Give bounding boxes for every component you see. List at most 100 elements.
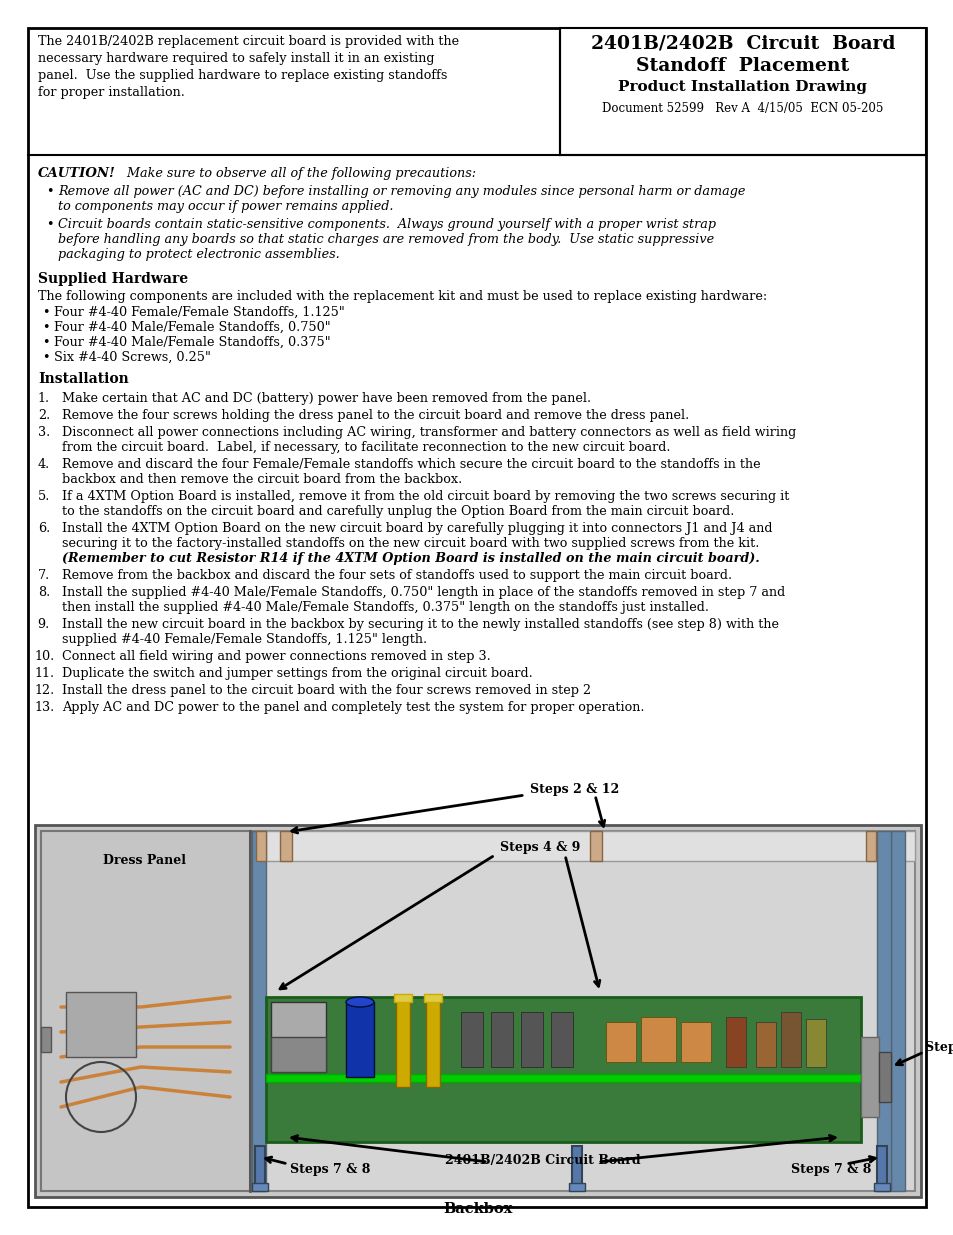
Bar [876, 831, 890, 1191]
Text: Remove all power (AC and DC) before installing or removing any modules since per: Remove all power (AC and DC) before inst… [58, 185, 744, 198]
Text: •: • [42, 321, 50, 333]
Text: 10.: 10. [34, 650, 55, 663]
Bar [35, 825, 920, 1197]
Text: •: • [46, 185, 53, 198]
Text: Steps 7 & 8: Steps 7 & 8 [790, 1162, 870, 1176]
Bar [755, 1023, 775, 1067]
Bar [423, 994, 441, 1002]
Text: for proper installation.: for proper installation. [38, 86, 185, 99]
Text: 12.: 12. [34, 684, 55, 697]
Bar [589, 831, 601, 861]
Bar [876, 1146, 886, 1191]
Bar [520, 1011, 542, 1067]
Text: •: • [42, 306, 50, 319]
Text: Product Installation Drawing: Product Installation Drawing [618, 80, 866, 94]
Bar [890, 831, 904, 1191]
Text: Installation: Installation [38, 372, 129, 387]
Text: 2.: 2. [38, 409, 50, 422]
Text: 5.: 5. [37, 490, 50, 503]
Text: supplied #4-40 Female/Female Standoffs, 1.125" length.: supplied #4-40 Female/Female Standoffs, … [62, 634, 427, 646]
Text: Steps 4 & 9: Steps 4 & 9 [499, 841, 579, 853]
Bar [41, 831, 914, 1191]
Bar [395, 997, 410, 1087]
Bar [254, 1146, 265, 1191]
Bar [805, 1019, 825, 1067]
Text: Remove the four screws holding the dress panel to the circuit board and remove t: Remove the four screws holding the dress… [62, 409, 688, 422]
Text: Steps 2 & 12: Steps 2 & 12 [530, 783, 618, 797]
Bar [271, 1037, 326, 1072]
Ellipse shape [346, 997, 374, 1007]
Text: If a 4XTM Option Board is installed, remove it from the old circuit board by rem: If a 4XTM Option Board is installed, rem… [62, 490, 788, 503]
Text: from the circuit board.  Label, if necessary, to facilitate reconnection to the : from the circuit board. Label, if necess… [62, 441, 670, 454]
Text: Six #4-40 Screws, 0.25": Six #4-40 Screws, 0.25" [54, 351, 211, 364]
Text: before handling any boards so that static charges are removed from the body.  Us: before handling any boards so that stati… [58, 233, 714, 246]
Bar [861, 1037, 878, 1116]
Text: Dress Panel: Dress Panel [103, 853, 186, 867]
Text: Make certain that AC and DC (battery) power have been removed from the panel.: Make certain that AC and DC (battery) po… [62, 391, 591, 405]
Bar [460, 1011, 482, 1067]
Text: 4.: 4. [38, 458, 50, 471]
Bar [426, 997, 439, 1087]
Text: 8.: 8. [38, 585, 50, 599]
Bar [66, 992, 136, 1057]
Text: Four #4-40 Male/Female Standoffs, 0.750": Four #4-40 Male/Female Standoffs, 0.750" [54, 321, 331, 333]
Text: necessary hardware required to safely install it in an existing: necessary hardware required to safely in… [38, 52, 434, 65]
Text: 2401B/2402B Circuit Board: 2401B/2402B Circuit Board [445, 1153, 640, 1167]
Text: to the standoffs on the circuit board and carefully unplug the Option Board from: to the standoffs on the circuit board an… [62, 505, 734, 517]
Bar [41, 831, 914, 861]
Text: (Remember to cut Resistor R14 if the 4XTM Option Board is installed on the main : (Remember to cut Resistor R14 if the 4XT… [62, 552, 759, 564]
Bar [725, 1016, 745, 1067]
Text: Four #4-40 Male/Female Standoffs, 0.375": Four #4-40 Male/Female Standoffs, 0.375" [54, 336, 331, 350]
Text: 3.: 3. [38, 426, 50, 438]
Text: Install the supplied #4-40 Male/Female Standoffs, 0.750" length in place of the : Install the supplied #4-40 Male/Female S… [62, 585, 784, 599]
Bar [252, 831, 266, 1191]
Bar [572, 1146, 581, 1191]
Text: 13.: 13. [34, 701, 55, 714]
Bar [640, 1016, 676, 1062]
Text: Duplicate the switch and jumper settings from the original circuit board.: Duplicate the switch and jumper settings… [62, 667, 532, 680]
Text: Remove and discard the four Female/Female standoffs which secure the circuit boa: Remove and discard the four Female/Femal… [62, 458, 760, 471]
Text: The 2401B/2402B replacement circuit board is provided with the: The 2401B/2402B replacement circuit boar… [38, 35, 458, 48]
Text: Backbox: Backbox [443, 1202, 512, 1216]
Text: Remove from the backbox and discard the four sets of standoffs used to support t: Remove from the backbox and discard the … [62, 569, 731, 582]
Bar [680, 1023, 710, 1062]
Bar [878, 1052, 890, 1102]
Bar [41, 831, 250, 1191]
Bar [605, 1023, 636, 1062]
Text: to components may occur if power remains applied.: to components may occur if power remains… [58, 200, 393, 212]
Bar [266, 997, 861, 1142]
Bar [781, 1011, 801, 1067]
Text: Standoff  Placement: Standoff Placement [636, 57, 849, 75]
Text: Install the 4XTM Option Board on the new circuit board by carefully plugging it : Install the 4XTM Option Board on the new… [62, 522, 772, 535]
Text: •: • [42, 351, 50, 364]
Text: Connect all field wiring and power connections removed in step 3.: Connect all field wiring and power conne… [62, 650, 490, 663]
Text: Supplied Hardware: Supplied Hardware [38, 272, 188, 287]
Text: •: • [46, 219, 53, 231]
Bar [41, 1028, 51, 1052]
Bar [266, 1074, 861, 1082]
Text: packaging to protect electronic assemblies.: packaging to protect electronic assembli… [58, 248, 339, 261]
Bar [873, 1183, 889, 1191]
Bar [346, 1002, 374, 1077]
Text: 7.: 7. [38, 569, 50, 582]
Text: then install the supplied #4-40 Male/Female Standoffs, 0.375" length on the stan: then install the supplied #4-40 Male/Fem… [62, 601, 708, 614]
Text: Four #4-40 Female/Female Standoffs, 1.125": Four #4-40 Female/Female Standoffs, 1.12… [54, 306, 344, 319]
Text: 2401B/2402B  Circuit  Board: 2401B/2402B Circuit Board [590, 35, 894, 53]
Bar [271, 1002, 326, 1072]
Bar [394, 994, 412, 1002]
Text: Apply AC and DC power to the panel and completely test the system for proper ope: Apply AC and DC power to the panel and c… [62, 701, 644, 714]
Text: 1.: 1. [38, 391, 50, 405]
Text: Document 52599   Rev A  4/15/05  ECN 05-205: Document 52599 Rev A 4/15/05 ECN 05-205 [601, 103, 882, 115]
Text: Make sure to observe all of the following precautions:: Make sure to observe all of the followin… [115, 167, 476, 180]
Text: Install the new circuit board in the backbox by securing it to the newly install: Install the new circuit board in the bac… [62, 618, 779, 631]
Text: The following components are included with the replacement kit and must be used : The following components are included wi… [38, 290, 766, 303]
Bar [255, 831, 266, 861]
Text: 11.: 11. [35, 667, 55, 680]
Text: CAUTION!: CAUTION! [38, 167, 115, 180]
Bar [559, 28, 925, 156]
Bar [551, 1011, 573, 1067]
Text: Steps 7 & 8: Steps 7 & 8 [290, 1162, 370, 1176]
Bar [280, 831, 292, 861]
Text: Step 5: Step 5 [924, 1041, 953, 1053]
Text: •: • [42, 336, 50, 350]
